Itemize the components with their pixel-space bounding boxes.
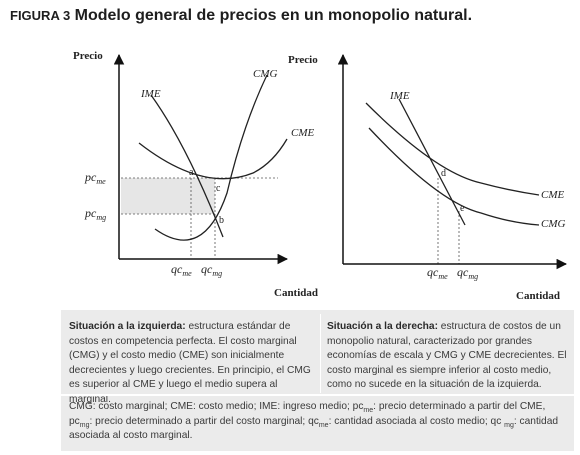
right-qcme-tick-label: qcme bbox=[427, 265, 448, 281]
left-situation-description: Situación a la izquierda: estructura est… bbox=[69, 320, 317, 407]
column-divider bbox=[320, 314, 321, 393]
right-situation-description: Situación a la derecha: estructura de co… bbox=[327, 320, 569, 393]
left-x-axis-label: Cantidad bbox=[274, 287, 318, 299]
right-ime-label: IME bbox=[389, 90, 410, 102]
right-situation-text: estructura de costos de un monopolio nat… bbox=[327, 321, 567, 390]
left-situation-text: estructura estándar de costos en compete… bbox=[69, 321, 311, 405]
figure-heading: FIGURA 3 Modelo general de precios en un… bbox=[10, 6, 472, 26]
left-y-axis-label: Precio bbox=[73, 50, 103, 62]
point-d-label: d bbox=[441, 168, 446, 179]
graphs-area: Precio Cantidad IME CMG CME a b c pcme p… bbox=[61, 33, 574, 310]
right-cmg-curve bbox=[368, 127, 540, 226]
footnote-divider bbox=[61, 394, 574, 396]
point-c-label: c bbox=[216, 183, 221, 194]
point-b-label: b bbox=[219, 215, 224, 226]
right-graph: Precio Cantidad IME CME CMG d e qcme qcm… bbox=[288, 53, 568, 302]
figure-panel: Precio Cantidad IME CMG CME a b c pcme p… bbox=[61, 33, 574, 451]
right-x-axis-label: Cantidad bbox=[516, 290, 560, 302]
left-ime-label: IME bbox=[140, 88, 161, 100]
figure-title: Modelo general de precios en un monopoli… bbox=[74, 7, 473, 24]
pcmg-tick-label: pcmg bbox=[84, 206, 106, 222]
left-graph: Precio Cantidad IME CMG CME a b c pcme p… bbox=[73, 50, 318, 299]
left-cme-label: CME bbox=[291, 127, 315, 139]
left-cmg-curve bbox=[154, 74, 268, 241]
point-a-label: a bbox=[189, 167, 194, 178]
right-cme-label: CME bbox=[541, 189, 565, 201]
diagram-svg: Precio Cantidad IME CMG CME a b c pcme p… bbox=[73, 50, 568, 302]
left-qcmg-tick-label: qcmg bbox=[201, 262, 222, 278]
left-situation-heading: Situación a la izquierda: bbox=[69, 321, 186, 332]
abbreviations-footnote: CMG: costo marginal; CME: costo medio; I… bbox=[69, 401, 559, 441]
right-situation-heading: Situación a la derecha: bbox=[327, 321, 438, 332]
point-e-label: e bbox=[460, 203, 465, 214]
figure-label: FIGURA 3 bbox=[10, 8, 71, 23]
left-qcme-tick-label: qcme bbox=[171, 262, 192, 278]
right-cmg-label: CMG bbox=[541, 218, 566, 230]
right-qcmg-tick-label: qcmg bbox=[457, 265, 478, 281]
right-y-axis-label: Precio bbox=[288, 54, 318, 66]
left-cmg-label: CMG bbox=[253, 68, 278, 80]
pcme-tick-label: pcme bbox=[84, 170, 106, 186]
left-ime-curve bbox=[150, 94, 224, 238]
right-ime-curve bbox=[398, 98, 466, 226]
right-cme-curve bbox=[365, 102, 540, 196]
left-cme-curve bbox=[138, 138, 288, 180]
shaded-loss-area bbox=[121, 178, 215, 214]
